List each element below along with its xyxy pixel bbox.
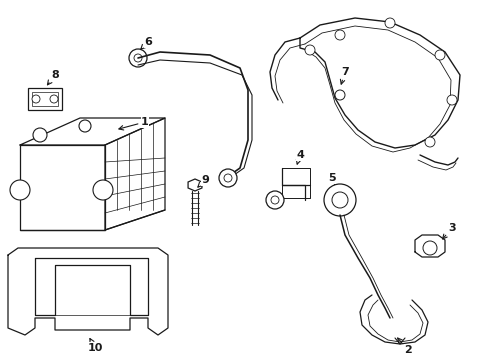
Text: 3: 3 — [442, 223, 455, 239]
FancyBboxPatch shape — [28, 88, 62, 110]
Circle shape — [33, 128, 47, 142]
Text: 1: 1 — [119, 117, 148, 130]
Circle shape — [334, 30, 345, 40]
Circle shape — [32, 95, 40, 103]
Circle shape — [331, 192, 347, 208]
FancyBboxPatch shape — [32, 92, 58, 106]
Circle shape — [93, 180, 113, 200]
Text: 5: 5 — [327, 173, 335, 184]
Circle shape — [324, 184, 355, 216]
Circle shape — [50, 95, 58, 103]
Text: 7: 7 — [340, 67, 348, 84]
Circle shape — [446, 95, 456, 105]
Circle shape — [305, 45, 314, 55]
Circle shape — [129, 49, 147, 67]
Circle shape — [270, 196, 279, 204]
Circle shape — [422, 241, 436, 255]
Text: 6: 6 — [141, 37, 152, 49]
Text: 4: 4 — [295, 150, 304, 164]
Circle shape — [79, 120, 91, 132]
Text: 8: 8 — [47, 70, 59, 85]
Polygon shape — [188, 179, 202, 191]
Text: 2: 2 — [397, 338, 411, 355]
Circle shape — [384, 18, 394, 28]
Circle shape — [424, 137, 434, 147]
Circle shape — [334, 90, 345, 100]
Circle shape — [10, 180, 30, 200]
Circle shape — [219, 169, 237, 187]
Circle shape — [434, 50, 444, 60]
Circle shape — [134, 54, 142, 62]
Circle shape — [224, 174, 231, 182]
Text: 9: 9 — [198, 175, 208, 187]
Circle shape — [265, 191, 284, 209]
Text: 10: 10 — [87, 338, 102, 353]
